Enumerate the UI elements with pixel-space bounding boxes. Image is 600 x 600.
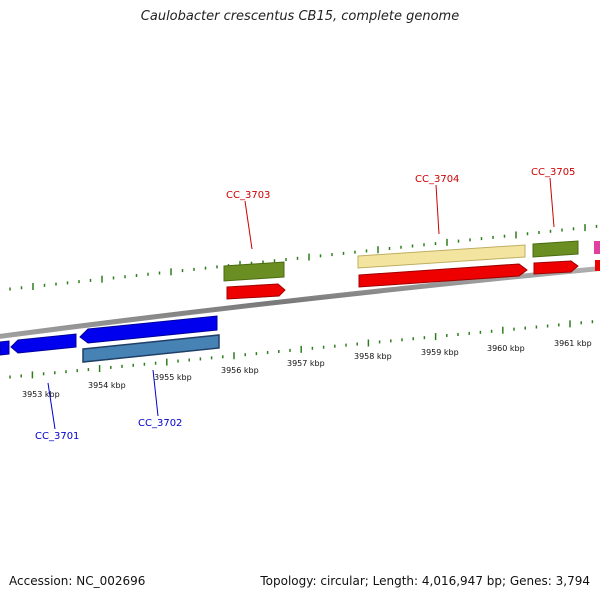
kbp-label: 3960 kbp — [487, 344, 525, 353]
gene-leader-line — [152, 369, 159, 417]
gene-label-cc_3702: CC_3702 — [138, 418, 182, 429]
kbp-scale-labels: 3953 kbp 3954 kbp 3955 kbp 3956 kbp 3957 kbp… — [22, 339, 592, 399]
kbp-label: 3957 kbp — [287, 359, 325, 368]
gene-feature-steelblue[interactable] — [82, 334, 220, 363]
gene-feature-red[interactable] — [226, 283, 286, 300]
gene-feature-green[interactable] — [532, 240, 579, 258]
kbp-label: 3954 kbp — [88, 381, 126, 390]
gene-leader-line — [549, 177, 555, 228]
gene-feature-blue[interactable] — [10, 333, 77, 354]
kbp-label: 3961 kbp — [554, 339, 592, 348]
gene-leader-line — [244, 200, 253, 250]
gene-feature-magenta[interactable] — [594, 241, 600, 254]
accession-text: Accession: NC_002696 — [9, 574, 146, 588]
gene-feature-red[interactable] — [358, 263, 528, 288]
gene-leader-line — [435, 184, 440, 235]
gene-feature-blue[interactable] — [0, 340, 10, 356]
kbp-label: 3956 kbp — [221, 366, 259, 375]
kbp-label: 3958 kbp — [354, 352, 392, 361]
kbp-label: 3953 kbp — [22, 390, 60, 399]
genome-summary-text: Topology: circular; Length: 4,016,947 bp… — [260, 574, 590, 588]
forward-strand-genes — [223, 240, 600, 300]
gene-labels: CC_3703 CC_3704 CC_3705 CC_3701 CC_3702 — [35, 167, 575, 442]
kbp-label: 3955 kbp — [154, 373, 192, 382]
gene-label-cc_3701: CC_3701 — [35, 431, 79, 442]
gene-label-cc_3704: CC_3704 — [415, 174, 459, 185]
gene-leader-line — [47, 382, 56, 430]
lower-tick-track — [9, 320, 594, 379]
gene-feature-red[interactable] — [595, 260, 600, 271]
gene-feature-green[interactable] — [223, 261, 285, 282]
map-title: Caulobacter crescentus CB15, complete ge… — [140, 9, 460, 24]
gene-feature-yellow[interactable] — [357, 244, 526, 269]
gene-feature-blue[interactable] — [79, 315, 218, 344]
gene-label-cc_3703: CC_3703 — [226, 190, 270, 201]
reverse-strand-genes — [0, 315, 220, 363]
chromosome-backbone — [0, 265, 600, 339]
kbp-label: 3959 kbp — [421, 348, 459, 357]
gene-feature-red[interactable] — [533, 260, 579, 275]
gene-label-cc_3705: CC_3705 — [531, 167, 575, 178]
